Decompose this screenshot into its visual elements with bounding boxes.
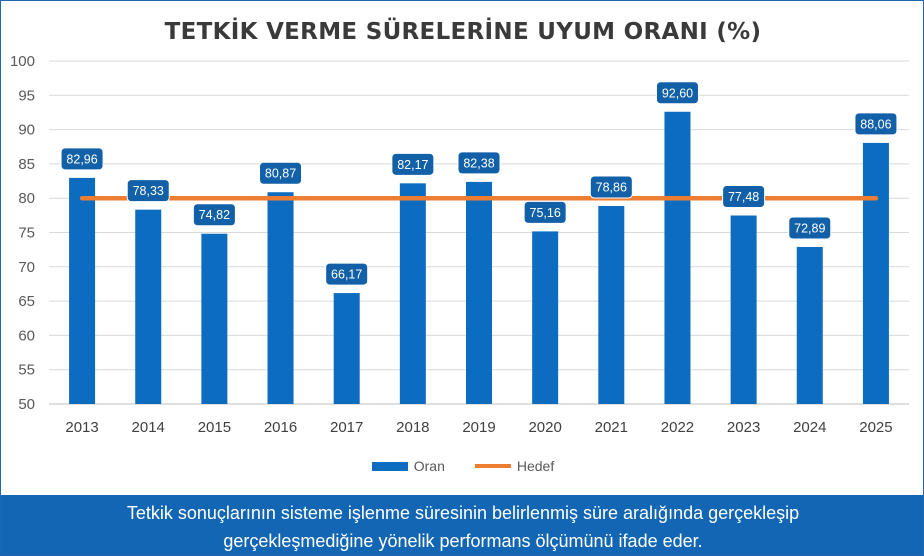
legend-item-bar: Oran [371, 458, 445, 474]
footer-note: Tetkik sonuçlarının sisteme işlenme süre… [1, 495, 923, 555]
chart-title: TETKİK VERME SÜRELERİNE UYUM ORANI (%) [164, 19, 762, 45]
data-label-box [259, 161, 303, 185]
data-label: 78,33 [133, 184, 164, 198]
data-label: 77,48 [728, 190, 759, 204]
bar [267, 192, 294, 404]
data-label: 78,86 [596, 181, 627, 195]
legend-swatch-bar [371, 461, 408, 471]
data-label-box [126, 179, 170, 203]
x-tick-label: 2013 [65, 419, 98, 436]
bar-series [69, 111, 889, 405]
x-tick-label: 2017 [330, 419, 363, 436]
y-tick-label: 60 [18, 327, 35, 344]
legend-item-line: Hedef [474, 458, 555, 474]
data-label: 82,17 [397, 158, 428, 172]
footer-line-2: gerçekleşmediğine yönelik performans ölç… [223, 531, 703, 551]
y-tick-label: 80 [18, 190, 35, 207]
bar [201, 233, 228, 404]
x-tick-label: 2022 [661, 419, 694, 436]
y-tick-label: 50 [18, 396, 35, 413]
x-tick-label: 2014 [132, 419, 165, 436]
y-tick-label: 55 [18, 362, 35, 379]
data-label-box [589, 175, 633, 199]
y-tick-label: 85 [18, 156, 35, 173]
bar [466, 181, 492, 404]
data-label-box [655, 81, 699, 105]
bar [598, 206, 625, 404]
data-label: 75,16 [530, 206, 561, 220]
x-tick-label: 2015 [198, 419, 231, 436]
data-label-box [192, 203, 236, 227]
data-label-box [457, 151, 501, 175]
data-label: 92,60 [662, 86, 693, 100]
legend-label-line: Hedef [516, 458, 555, 474]
x-tick-label: 2023 [727, 419, 760, 436]
legend: Oran Hedef [1, 458, 923, 474]
y-tick-label: 75 [18, 225, 35, 242]
x-tick-label: 2024 [793, 419, 826, 436]
x-tick-label: 2020 [528, 419, 561, 436]
x-tick-labels: 2013 2014 2015 2016 2017 2018 2019 2020 2021 2022… [65, 419, 892, 436]
y-tick-label: 95 [18, 87, 35, 104]
y-tick-label: 70 [18, 259, 35, 276]
bar [796, 246, 823, 404]
legend-label-bar: Oran [413, 458, 445, 474]
x-tick-label: 2018 [396, 419, 429, 436]
bar [399, 183, 426, 404]
data-label-box [788, 216, 832, 240]
y-tick-label: 65 [18, 293, 35, 310]
bar [664, 111, 691, 404]
legend-swatch-line [474, 464, 511, 468]
y-tick-label: 90 [18, 122, 35, 139]
bar [730, 215, 757, 404]
bar [333, 293, 360, 404]
y-tick-label: 100 [10, 53, 35, 70]
data-label: 82,38 [463, 156, 494, 170]
data-label: 82,96 [66, 152, 97, 166]
data-label: 74,82 [199, 208, 230, 222]
data-label-box [391, 152, 435, 176]
bar [862, 142, 889, 405]
data-label-box [325, 262, 369, 286]
footer-line-1: Tetkik sonuçlarının sisteme işlenme süre… [126, 503, 800, 523]
data-label-box [523, 200, 567, 224]
data-label: 66,17 [331, 268, 362, 282]
data-labels: 82,96 78,33 74,82 80,87 66,17 82,17 82,38 75,16… [60, 81, 898, 286]
data-label: 72,89 [794, 221, 825, 235]
data-label-box [722, 184, 766, 208]
y-tick-labels: 50 55 60 65 70 75 80 85 90 95 100 [10, 53, 35, 413]
bar [135, 209, 162, 404]
data-label-box [60, 147, 104, 171]
x-tick-label: 2025 [859, 419, 892, 436]
x-tick-label: 2021 [595, 419, 628, 436]
x-tick-label: 2016 [264, 419, 297, 436]
data-label: 80,87 [265, 167, 296, 181]
data-label: 88,06 [860, 117, 891, 131]
bar [69, 177, 96, 404]
x-tick-label: 2019 [462, 419, 495, 436]
data-label-box [854, 112, 898, 136]
bar [532, 231, 559, 404]
